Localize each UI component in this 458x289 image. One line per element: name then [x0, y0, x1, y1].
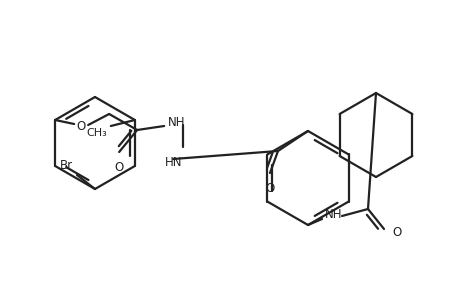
Text: NH: NH [325, 208, 343, 221]
Text: CH₃: CH₃ [86, 128, 107, 138]
Text: O: O [76, 119, 86, 132]
Text: O: O [114, 161, 124, 174]
Text: HN: HN [164, 156, 182, 169]
Text: NH: NH [168, 116, 185, 129]
Text: O: O [265, 182, 275, 195]
Text: Br: Br [60, 159, 73, 172]
Text: O: O [392, 227, 401, 240]
